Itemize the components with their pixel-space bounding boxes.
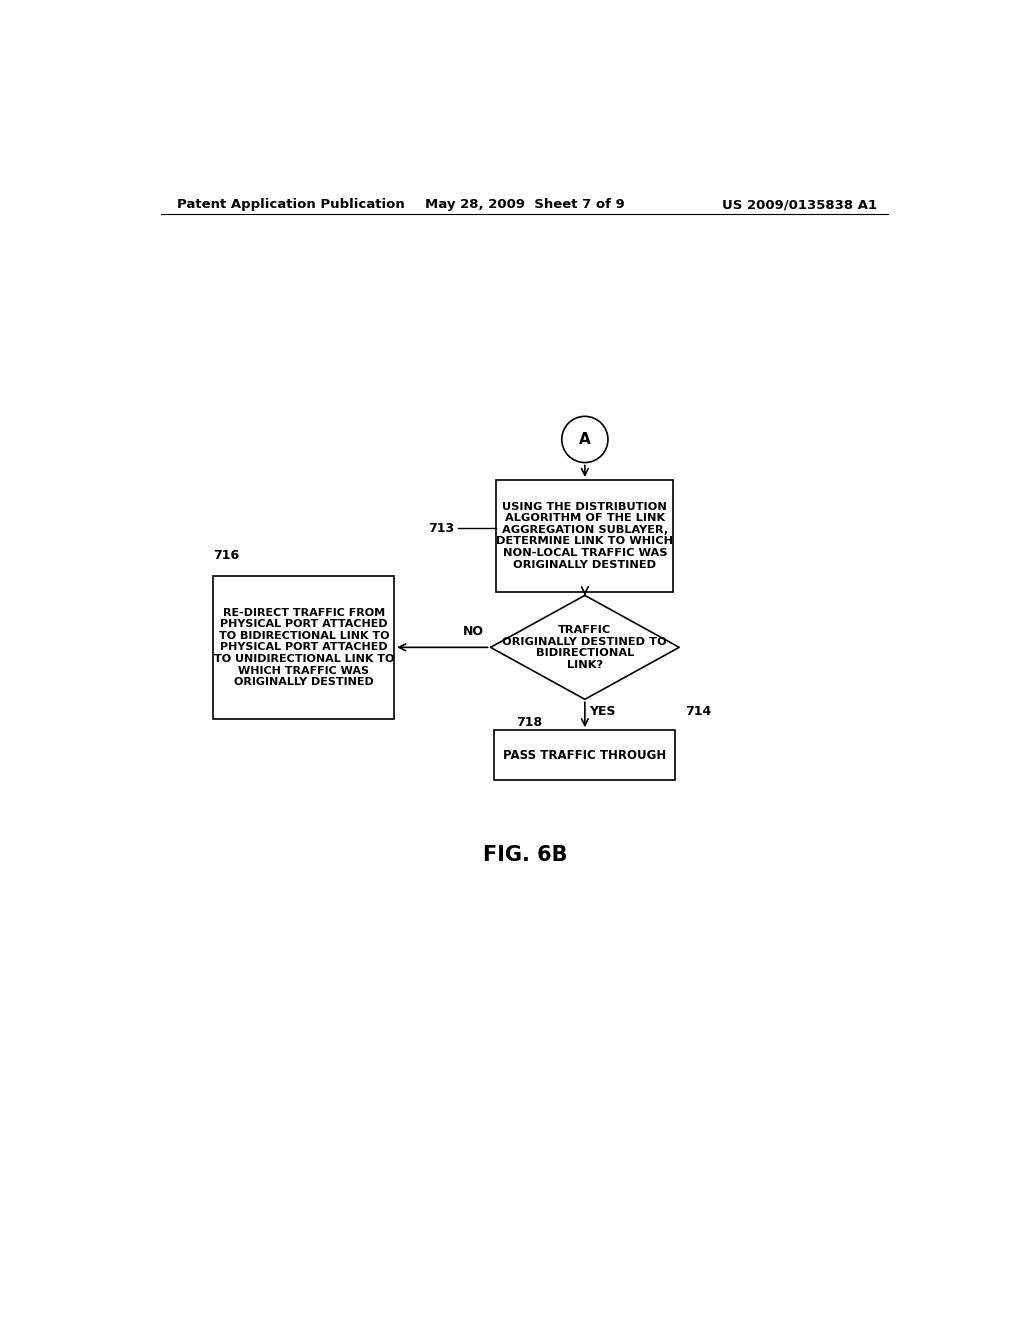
Text: USING THE DISTRIBUTION
ALGORITHM OF THE LINK
AGGREGATION SUBLAYER,
DETERMINE LIN: USING THE DISTRIBUTION ALGORITHM OF THE … bbox=[497, 502, 674, 570]
Text: PASS TRAFFIC THROUGH: PASS TRAFFIC THROUGH bbox=[503, 748, 667, 762]
Text: YES: YES bbox=[589, 705, 615, 718]
Text: A: A bbox=[579, 432, 591, 447]
Text: Patent Application Publication: Patent Application Publication bbox=[177, 198, 404, 211]
Text: 718: 718 bbox=[516, 717, 543, 729]
Text: FIG. 6B: FIG. 6B bbox=[482, 845, 567, 865]
Text: TRAFFIC
ORIGINALLY DESTINED TO
BIDIRECTIONAL
LINK?: TRAFFIC ORIGINALLY DESTINED TO BIDIRECTI… bbox=[503, 624, 668, 669]
Text: RE-DIRECT TRAFFIC FROM
PHYSICAL PORT ATTACHED
TO BIDIRECTIONAL LINK TO
PHYSICAL : RE-DIRECT TRAFFIC FROM PHYSICAL PORT ATT… bbox=[214, 607, 394, 688]
FancyBboxPatch shape bbox=[213, 576, 394, 718]
Text: US 2009/0135838 A1: US 2009/0135838 A1 bbox=[722, 198, 878, 211]
FancyBboxPatch shape bbox=[497, 480, 674, 591]
Polygon shape bbox=[490, 595, 679, 700]
Circle shape bbox=[562, 416, 608, 462]
Text: May 28, 2009  Sheet 7 of 9: May 28, 2009 Sheet 7 of 9 bbox=[425, 198, 625, 211]
Text: 716: 716 bbox=[213, 549, 240, 562]
FancyBboxPatch shape bbox=[495, 730, 676, 780]
Text: 713: 713 bbox=[428, 521, 454, 535]
Text: 714: 714 bbox=[685, 705, 712, 718]
Text: NO: NO bbox=[464, 626, 484, 638]
